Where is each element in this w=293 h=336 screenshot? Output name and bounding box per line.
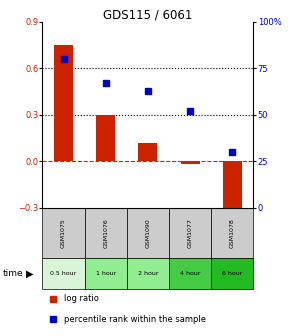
Bar bbox=[181, 161, 200, 164]
Text: 2 hour: 2 hour bbox=[138, 271, 158, 276]
Title: GDS115 / 6061: GDS115 / 6061 bbox=[103, 9, 193, 22]
Bar bbox=[85, 208, 127, 258]
Text: GSM1077: GSM1077 bbox=[188, 218, 193, 248]
Bar bbox=[169, 258, 211, 289]
Bar bbox=[85, 258, 127, 289]
Text: GSM1078: GSM1078 bbox=[230, 218, 235, 248]
Bar bbox=[42, 258, 85, 289]
Text: 1 hour: 1 hour bbox=[96, 271, 116, 276]
Text: time: time bbox=[3, 269, 23, 278]
Text: ▶: ▶ bbox=[26, 268, 34, 279]
Bar bbox=[127, 208, 169, 258]
Text: log ratio: log ratio bbox=[64, 294, 98, 303]
Text: GSM1090: GSM1090 bbox=[145, 218, 151, 248]
Bar bbox=[96, 115, 115, 161]
Text: GSM1075: GSM1075 bbox=[61, 218, 66, 248]
Bar bbox=[169, 208, 211, 258]
Text: percentile rank within the sample: percentile rank within the sample bbox=[64, 314, 206, 324]
Bar bbox=[139, 142, 157, 161]
Text: 4 hour: 4 hour bbox=[180, 271, 200, 276]
Text: 0.5 hour: 0.5 hour bbox=[50, 271, 77, 276]
Text: 6 hour: 6 hour bbox=[222, 271, 243, 276]
Bar bbox=[42, 208, 85, 258]
Text: GSM1076: GSM1076 bbox=[103, 218, 108, 248]
Bar bbox=[211, 208, 253, 258]
Bar bbox=[223, 161, 242, 215]
Bar bbox=[54, 45, 73, 161]
Bar bbox=[127, 258, 169, 289]
Bar bbox=[211, 258, 253, 289]
